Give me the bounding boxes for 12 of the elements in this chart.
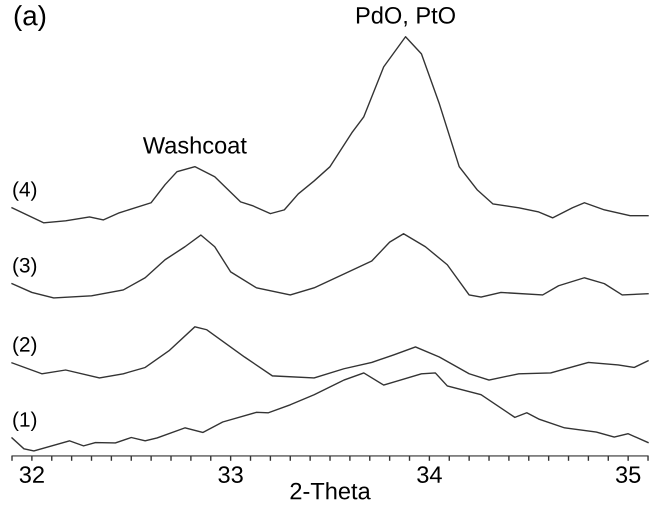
x-tick-label: 34 [417,466,442,484]
annotation: Washcoat [142,136,247,154]
x-tick-label: 35 [616,466,640,484]
series-label: (2) [13,336,36,356]
x-axis-title: 2-Theta [290,482,371,500]
x-tick-label: 33 [218,466,243,484]
series-label: (1) [13,412,36,431]
series-label: (3) [13,257,36,277]
x-tick-label: 32 [20,466,44,484]
series-label: (4) [13,181,36,201]
annotation: PdO, PtO [356,6,455,27]
text: (a) [14,5,46,31]
